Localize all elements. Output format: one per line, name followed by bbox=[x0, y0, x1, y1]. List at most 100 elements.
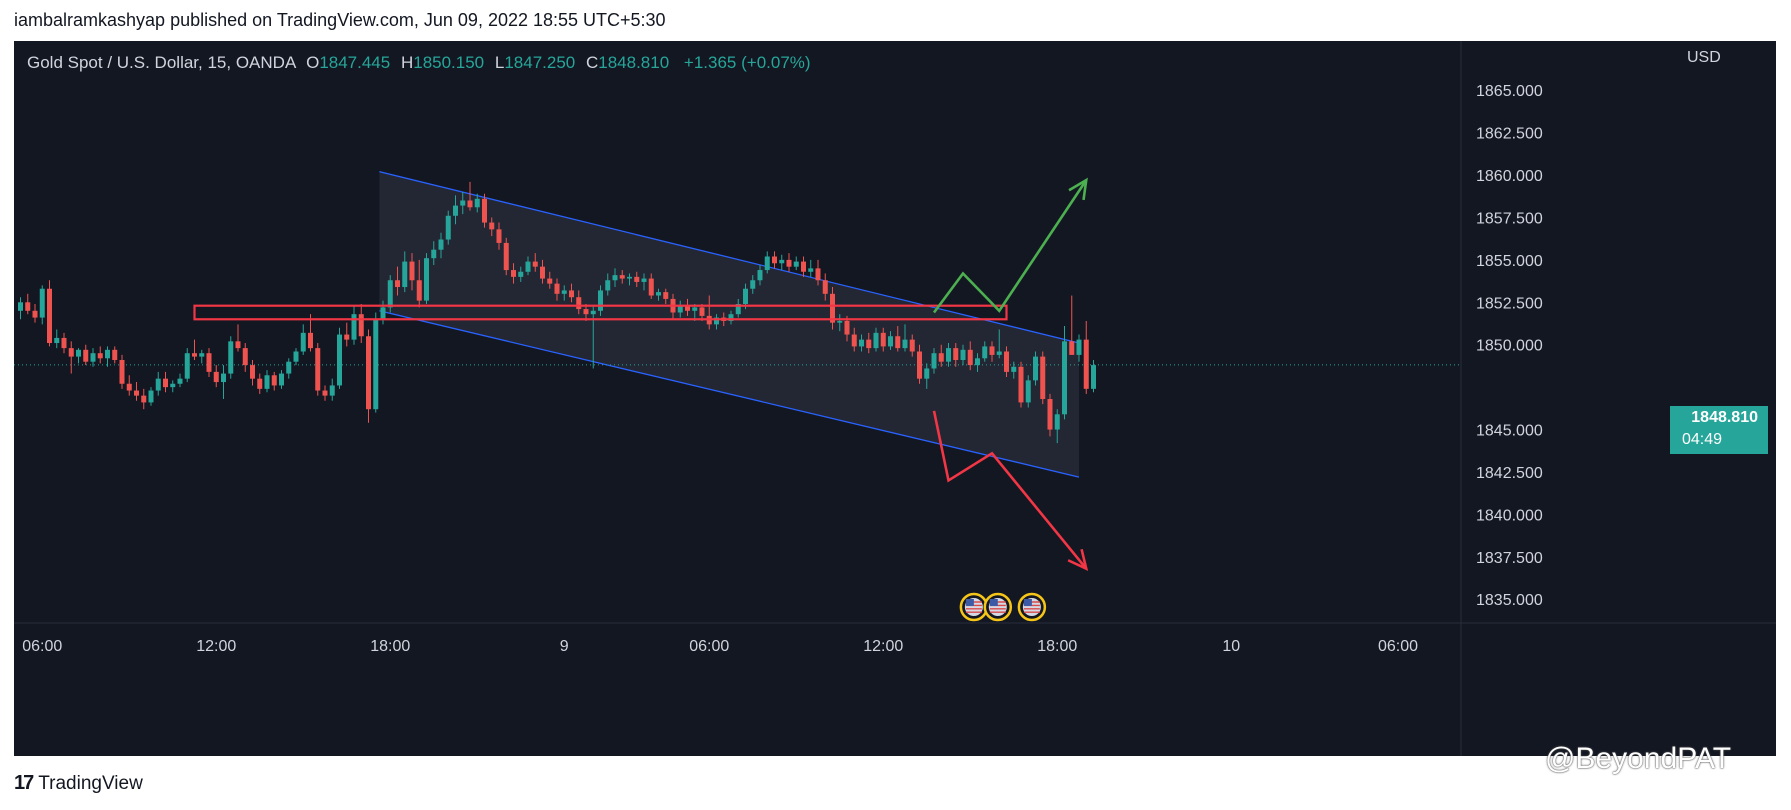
candle-body bbox=[953, 348, 959, 360]
candle-body bbox=[184, 353, 190, 379]
candlestick-chart[interactable]: 1865.000 1862.500 1860.000 1857.500 1855.000… bbox=[14, 41, 1776, 756]
y-tick-label: 1840.000 bbox=[1476, 507, 1543, 524]
candle-body bbox=[822, 280, 828, 294]
candle-body bbox=[228, 341, 234, 374]
candle-body bbox=[402, 261, 408, 288]
candle-body bbox=[409, 261, 415, 281]
candle-body bbox=[837, 320, 843, 323]
candle-body bbox=[460, 200, 466, 206]
bullish-arrow bbox=[932, 179, 1088, 314]
candle-body bbox=[1069, 341, 1075, 355]
tradingview-logo[interactable]: 17 TradingView bbox=[14, 772, 143, 795]
x-tick-label: 18:00 bbox=[1037, 638, 1077, 655]
candle-body bbox=[503, 242, 509, 271]
candle-body bbox=[569, 290, 574, 298]
last-price: 1848.810 bbox=[1691, 409, 1758, 426]
candle-body bbox=[735, 304, 741, 315]
candle-body bbox=[902, 339, 908, 349]
candle-body bbox=[895, 336, 901, 349]
candle-body bbox=[648, 278, 654, 296]
candle-body bbox=[975, 358, 980, 366]
candle-body bbox=[627, 276, 632, 279]
candle-body bbox=[177, 378, 183, 384]
candle-body bbox=[605, 280, 611, 291]
candle-body bbox=[931, 353, 937, 369]
candle-body bbox=[366, 336, 371, 410]
candle-body bbox=[714, 317, 719, 325]
candle-body bbox=[692, 307, 698, 311]
candle-body bbox=[387, 280, 393, 308]
candle-body bbox=[1083, 339, 1089, 389]
channel-upper-line bbox=[379, 171, 1080, 344]
candle-body bbox=[424, 258, 429, 301]
candle-body bbox=[583, 309, 589, 315]
candle-body bbox=[801, 261, 806, 272]
candle-body bbox=[1018, 366, 1024, 403]
currency-label: USD bbox=[1687, 49, 1721, 66]
candle-body bbox=[279, 373, 284, 386]
candle-body bbox=[815, 268, 821, 281]
high-label: H bbox=[400, 53, 414, 72]
candle-body bbox=[1033, 356, 1038, 381]
y-tick-label: 1852.500 bbox=[1476, 295, 1543, 312]
candle-body bbox=[619, 275, 625, 279]
candle-body bbox=[1054, 414, 1060, 430]
candle-body bbox=[561, 290, 567, 294]
candle-body bbox=[264, 375, 270, 389]
candle-body bbox=[793, 261, 799, 267]
candle-body bbox=[590, 310, 596, 315]
bar-countdown: 04:49 bbox=[1682, 431, 1723, 448]
candle-body bbox=[474, 198, 480, 208]
close-value: 1848.810 bbox=[598, 53, 670, 72]
candle-body bbox=[39, 288, 45, 318]
close-label: C bbox=[585, 53, 599, 72]
x-tick-label: 12:00 bbox=[196, 638, 236, 655]
candle-body bbox=[598, 290, 603, 311]
y-tick-label: 1837.500 bbox=[1476, 550, 1543, 567]
candle-body bbox=[830, 293, 835, 323]
candle-body bbox=[663, 292, 669, 299]
candle-body bbox=[329, 385, 335, 396]
candle-body bbox=[112, 349, 118, 360]
low-value: 1847.250 bbox=[504, 53, 576, 72]
candle-body bbox=[859, 339, 864, 347]
candle-body bbox=[482, 198, 487, 223]
candle-body bbox=[76, 349, 81, 357]
y-tick-label: 1842.500 bbox=[1476, 465, 1543, 482]
candle-body bbox=[358, 314, 364, 337]
candle-body bbox=[1004, 351, 1009, 372]
symbol-legend: Gold Spot / U.S. Dollar, 15, OANDA O1847… bbox=[27, 53, 811, 73]
candle-body bbox=[257, 378, 263, 389]
candle-body bbox=[641, 278, 647, 282]
candle-body bbox=[97, 353, 103, 359]
candle-body bbox=[235, 341, 241, 349]
high-value: 1850.150 bbox=[413, 53, 485, 72]
candle-body bbox=[1047, 399, 1053, 430]
y-tick-label: 1860.000 bbox=[1476, 168, 1543, 185]
candle-body bbox=[467, 200, 473, 208]
last-price-badge: 1848.810 04:49 bbox=[1670, 406, 1768, 454]
candle-body bbox=[496, 229, 502, 243]
candle-body bbox=[315, 348, 321, 391]
candle-body bbox=[808, 268, 814, 272]
candle-body bbox=[119, 359, 125, 384]
x-tick-label: 06:00 bbox=[22, 638, 62, 655]
candle-body bbox=[576, 297, 582, 310]
candle-body bbox=[373, 319, 379, 410]
channel-lower-line bbox=[379, 310, 1080, 478]
candle-body bbox=[163, 378, 168, 388]
candle-body bbox=[888, 336, 893, 347]
x-tick-label: 06:00 bbox=[689, 638, 729, 655]
us-flag-event-icon bbox=[965, 599, 974, 606]
candle-body bbox=[844, 320, 850, 335]
candle-body bbox=[206, 353, 212, 372]
bearish-arrow bbox=[932, 410, 1088, 570]
chart-pane[interactable]: 1865.000 1862.500 1860.000 1857.500 1855.000… bbox=[14, 41, 1776, 756]
candle-body bbox=[351, 314, 357, 340]
candle-body bbox=[743, 288, 748, 305]
low-label: L bbox=[494, 53, 505, 72]
candle-body bbox=[126, 383, 132, 391]
bearish-arrow-head bbox=[1067, 548, 1089, 572]
candle-body bbox=[511, 270, 516, 277]
candle-body bbox=[141, 395, 147, 403]
